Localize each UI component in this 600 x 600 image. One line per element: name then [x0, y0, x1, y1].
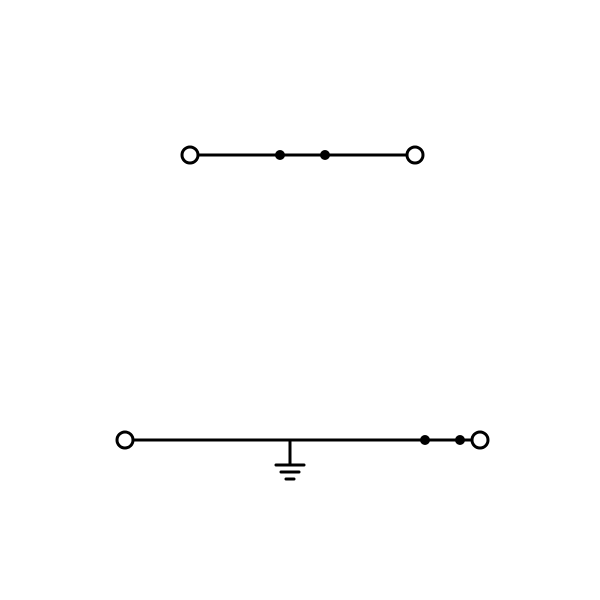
circuit-schematic [0, 0, 600, 600]
